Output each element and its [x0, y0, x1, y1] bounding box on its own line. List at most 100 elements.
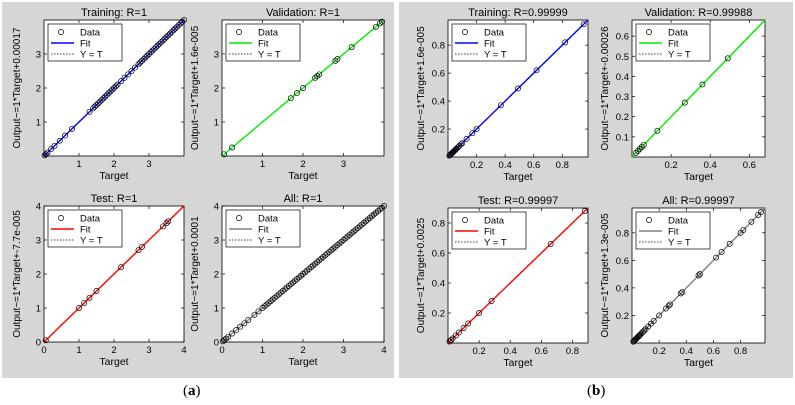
data-point [221, 337, 227, 344]
x-tick-label: 4 [181, 345, 186, 356]
data-point [324, 250, 331, 257]
x-tick-label: 0.8 [566, 346, 579, 357]
data-point [279, 288, 286, 294]
data-point [469, 130, 476, 137]
y-tick-label: 0.2 [616, 311, 629, 322]
data-point [368, 213, 375, 220]
y-tick-label: 1 [214, 304, 219, 315]
data-point [356, 223, 363, 230]
data-point [640, 141, 647, 148]
data-point [699, 81, 706, 88]
data-point [314, 73, 321, 80]
data-point [740, 227, 747, 233]
data-point [163, 34, 170, 40]
y-axis-label: Output~=1*Target+1.6e-005 [416, 26, 427, 151]
y-tick-label: 0.6 [432, 69, 445, 80]
fit-line [631, 207, 766, 344]
data-point [304, 267, 310, 274]
legend-identity-label: Y = T [484, 50, 507, 61]
data-point [320, 254, 327, 260]
y-tick-label: 3 [36, 50, 41, 61]
legend-data-label: Data [484, 216, 505, 227]
data-point [42, 337, 49, 344]
data-point [277, 289, 284, 296]
data-point [269, 296, 276, 303]
chart-b-training: Training: R=0.99999 Target Output~=1*Targe… [416, 7, 589, 183]
data-point [289, 279, 296, 286]
data-point [100, 95, 107, 102]
data-point [283, 284, 290, 291]
data-point [679, 289, 686, 295]
data-point [170, 27, 177, 34]
legend-data-marker [58, 215, 64, 221]
legend-identity-label: Y = T [80, 50, 103, 61]
data-point [153, 44, 159, 51]
x-tick-label: 3 [146, 345, 151, 356]
data-point [165, 32, 172, 39]
data-point [158, 39, 165, 46]
data-point [726, 240, 733, 247]
legend-fit-label: Fit [258, 39, 269, 50]
data-point [460, 325, 467, 331]
data-point [372, 23, 379, 30]
data-point [366, 214, 373, 221]
data-point [91, 103, 98, 110]
data-point [151, 45, 158, 52]
plots-canvas: Training: R=1 Target Output~=1*Target+0.00… [12, 7, 766, 369]
legend-fit-label: Fit [668, 39, 679, 50]
y-axis-label: Output~=1*Target+-7.7e-005 [12, 210, 23, 338]
x-tick-label: 0.6 [535, 346, 548, 357]
data-point [139, 243, 145, 250]
data-point [298, 272, 304, 279]
chart-title: Training: R=0.99999 [468, 7, 568, 19]
data-point [160, 223, 166, 230]
data-point [326, 248, 333, 255]
data-point [634, 148, 641, 154]
fit-line [447, 19, 589, 158]
data-point [273, 293, 280, 300]
data-point [476, 310, 483, 316]
y-axis-label: Output~=1*Target+-0.00026 [600, 26, 611, 151]
data-point [636, 332, 643, 339]
data-point [118, 78, 124, 85]
chart-title: Test: R=0.99997 [478, 195, 558, 207]
y-tick-label: 0.4 [432, 97, 445, 108]
x-tick-label: 4 [381, 345, 386, 356]
data-point [718, 249, 725, 256]
data-point [112, 83, 119, 90]
data-point [287, 281, 294, 288]
x-tick-label: 0.8 [556, 160, 569, 171]
x-axis-label: Target [503, 171, 532, 183]
data-point [316, 71, 323, 78]
data-point [348, 230, 355, 237]
data-point [137, 59, 144, 66]
data-point [581, 208, 588, 214]
legend-data-marker [646, 217, 652, 223]
y-tick-label: 0.4 [616, 72, 629, 83]
x-tick-label: 0.2 [653, 346, 666, 357]
data-point [281, 286, 288, 293]
data-point [713, 254, 720, 261]
legend-fit-label: Fit [484, 227, 495, 238]
data-point [488, 298, 495, 304]
chart-b-validation: Validation: R=0.99988 Target Output~=1*Tar… [600, 7, 766, 183]
data-point [308, 264, 315, 271]
data-point [635, 333, 642, 340]
data-point [181, 17, 187, 23]
x-tick-label: 2 [300, 345, 305, 356]
x-tick-label: 0 [219, 345, 224, 356]
legend-fit-label: Fit [80, 39, 91, 50]
legend-fit-label: Fit [258, 225, 269, 236]
data-point [452, 332, 459, 339]
fit-line [631, 19, 766, 158]
data-point [310, 262, 317, 269]
data-point [86, 108, 93, 115]
data-point [455, 329, 462, 336]
y-tick-label: 0.4 [432, 279, 445, 290]
y-tick-label: 0.5 [616, 52, 629, 63]
data-point [336, 240, 343, 247]
x-axis-label: Target [684, 357, 713, 369]
legend-identity-label: Y = T [484, 238, 507, 249]
data-point [463, 135, 470, 142]
